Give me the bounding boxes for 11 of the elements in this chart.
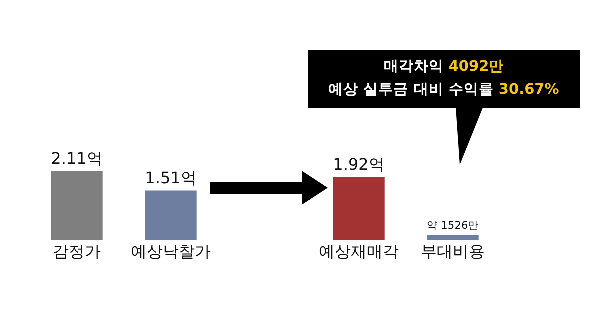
data-label: 1.51억 (145, 168, 197, 188)
x-tick-label: 감정가 (53, 242, 101, 261)
x-tick-label: 예상재매각 (319, 242, 399, 261)
data-label: 2.11억 (51, 148, 103, 168)
x-tick-label: 부대비용 (421, 242, 485, 261)
bar (51, 171, 103, 240)
data-label: 약 1526만 (426, 219, 480, 232)
bar (145, 190, 197, 240)
bar (333, 177, 385, 240)
bar (427, 235, 479, 240)
x-tick-label: 예상낙찰가 (131, 242, 211, 261)
